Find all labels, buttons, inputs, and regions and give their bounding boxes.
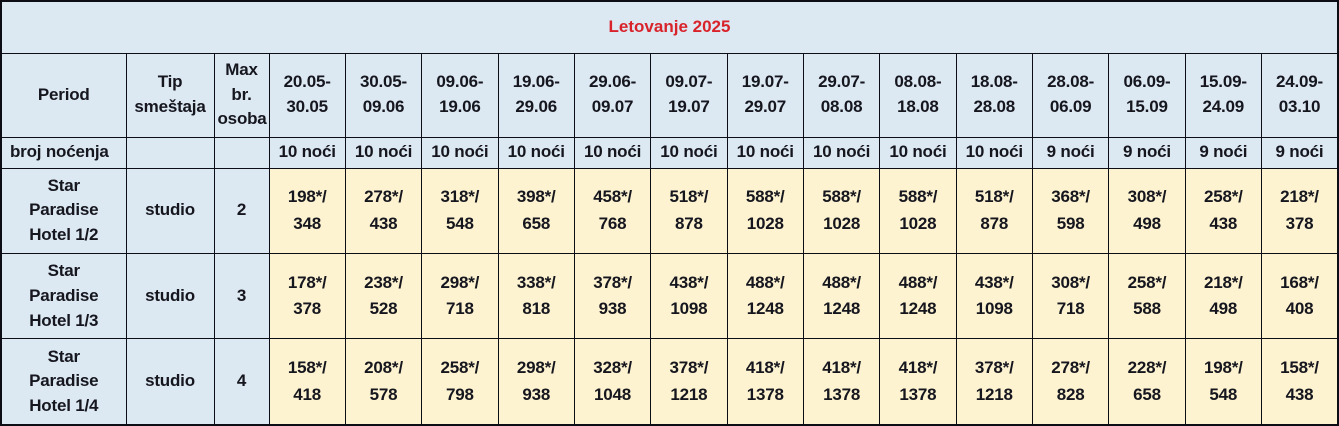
price-2-0: 158*/418 — [268, 338, 346, 426]
header-date-9: 18.08- 28.08 — [955, 52, 1033, 138]
nights-value-9: 10 noći — [955, 136, 1033, 169]
price-0-10: 368*/598 — [1031, 167, 1110, 254]
price-0-1: 278*/438 — [344, 167, 423, 254]
nights-value-0: 10 noći — [268, 136, 346, 169]
header-date-5: 09.07- 19.07 — [650, 52, 728, 138]
table-title: Letovanje 2025 — [0, 0, 1339, 54]
header-date-12: 15.09- 24.09 — [1184, 52, 1262, 138]
nights-value-13: 9 noći — [1260, 136, 1339, 169]
price-2-10: 278*/828 — [1031, 338, 1110, 426]
nights-label: broj noćenja — [0, 136, 127, 169]
header-period: Period — [0, 52, 127, 138]
header-date-1: 30.05- 09.06 — [344, 52, 423, 138]
header-date-10: 28.08- 06.09 — [1031, 52, 1110, 138]
price-2-12: 198*/548 — [1184, 338, 1262, 426]
nights-value-8: 10 noći — [879, 136, 957, 169]
price-2-13: 158*/438 — [1260, 338, 1339, 426]
price-1-8: 488*/1248 — [879, 252, 957, 340]
nights-value-7: 10 noći — [802, 136, 881, 169]
price-table-body: Period Tip smeštaja Max br. osoba 20.05- 30.… — [0, 52, 1339, 426]
price-1-13: 168*/408 — [1260, 252, 1339, 340]
price-2-11: 228*/658 — [1108, 338, 1186, 426]
nights-value-3: 10 noći — [497, 136, 575, 169]
accommodation-type-2: studio — [125, 338, 215, 426]
max-persons-2: 4 — [213, 338, 270, 426]
price-0-7: 588*/1028 — [802, 167, 881, 254]
price-0-0: 198*/348 — [268, 167, 346, 254]
header-date-3: 19.06- 29.06 — [497, 52, 575, 138]
price-1-11: 258*/588 — [1108, 252, 1186, 340]
price-2-2: 258*/798 — [421, 338, 499, 426]
hotel-row-2: Star Paradise Hotel 1/4 studio 4 158*/418 208*… — [0, 338, 1339, 426]
price-0-4: 458*/768 — [573, 167, 652, 254]
hotel-name-1: Star Paradise Hotel 1/3 — [0, 252, 127, 340]
price-1-10: 308*/718 — [1031, 252, 1110, 340]
header-date-6: 19.07- 29.07 — [726, 52, 804, 138]
nights-value-6: 10 noći — [726, 136, 804, 169]
price-2-9: 378*/1218 — [955, 338, 1033, 426]
price-2-8: 418*/1378 — [879, 338, 957, 426]
header-max-persons: Max br. osoba — [213, 52, 270, 138]
header-date-7: 29.07- 08.08 — [802, 52, 881, 138]
header-date-0: 20.05- 30.05 — [268, 52, 346, 138]
header-date-2: 09.06- 19.06 — [421, 52, 499, 138]
price-0-2: 318*/548 — [421, 167, 499, 254]
header-date-11: 06.09- 15.09 — [1108, 52, 1186, 138]
price-0-9: 518*/878 — [955, 167, 1033, 254]
price-1-1: 238*/528 — [344, 252, 423, 340]
header-date-4: 29.06- 09.07 — [573, 52, 652, 138]
max-persons-1: 3 — [213, 252, 270, 340]
hotel-name-2: Star Paradise Hotel 1/4 — [0, 338, 127, 426]
accommodation-type-1: studio — [125, 252, 215, 340]
price-0-6: 588*/1028 — [726, 167, 804, 254]
nights-value-10: 9 noći — [1031, 136, 1110, 169]
header-date-8: 08.08- 18.08 — [879, 52, 957, 138]
nights-value-1: 10 noći — [344, 136, 423, 169]
price-0-3: 398*/658 — [497, 167, 575, 254]
price-2-1: 208*/578 — [344, 338, 423, 426]
header-accommodation-type: Tip smeštaja — [125, 52, 215, 138]
nights-value-5: 10 noći — [650, 136, 728, 169]
price-1-12: 218*/498 — [1184, 252, 1262, 340]
header-date-13: 24.09- 03.10 — [1260, 52, 1339, 138]
price-1-5: 438*/1098 — [650, 252, 728, 340]
nights-value-2: 10 noći — [421, 136, 499, 169]
price-1-0: 178*/378 — [268, 252, 346, 340]
price-table-head: Letovanje 2025 — [0, 0, 1339, 54]
price-2-3: 298*/938 — [497, 338, 575, 426]
nights-row: broj noćenja 10 noći 10 noći 10 noći 10 noći… — [0, 136, 1339, 169]
price-1-7: 488*/1248 — [802, 252, 881, 340]
price-1-9: 438*/1098 — [955, 252, 1033, 340]
max-persons-0: 2 — [213, 167, 270, 254]
price-2-6: 418*/1378 — [726, 338, 804, 426]
price-0-8: 588*/1028 — [879, 167, 957, 254]
nights-value-12: 9 noći — [1184, 136, 1262, 169]
title-row: Letovanje 2025 — [0, 0, 1339, 54]
nights-empty-accommodation — [125, 136, 215, 169]
accommodation-type-0: studio — [125, 167, 215, 254]
price-0-11: 308*/498 — [1108, 167, 1186, 254]
price-2-7: 418*/1378 — [802, 338, 881, 426]
hotel-row-1: Star Paradise Hotel 1/3 studio 3 178*/378 238*… — [0, 252, 1339, 340]
price-0-5: 518*/878 — [650, 167, 728, 254]
price-1-6: 488*/1248 — [726, 252, 804, 340]
hotel-row-0: Star Paradise Hotel 1/2 studio 2 198*/348 278*… — [0, 167, 1339, 254]
price-1-4: 378*/938 — [573, 252, 652, 340]
price-2-4: 328*/1048 — [573, 338, 652, 426]
hotel-name-0: Star Paradise Hotel 1/2 — [0, 167, 127, 254]
price-2-5: 378*/1218 — [650, 338, 728, 426]
nights-empty-max — [213, 136, 270, 169]
header-row: Period Tip smeštaja Max br. osoba 20.05- 30.… — [0, 52, 1339, 138]
nights-value-11: 9 noći — [1108, 136, 1186, 169]
price-0-13: 218*/378 — [1260, 167, 1339, 254]
price-1-2: 298*/718 — [421, 252, 499, 340]
price-1-3: 338*/818 — [497, 252, 575, 340]
nights-value-4: 10 noći — [573, 136, 652, 169]
price-0-12: 258*/438 — [1184, 167, 1262, 254]
